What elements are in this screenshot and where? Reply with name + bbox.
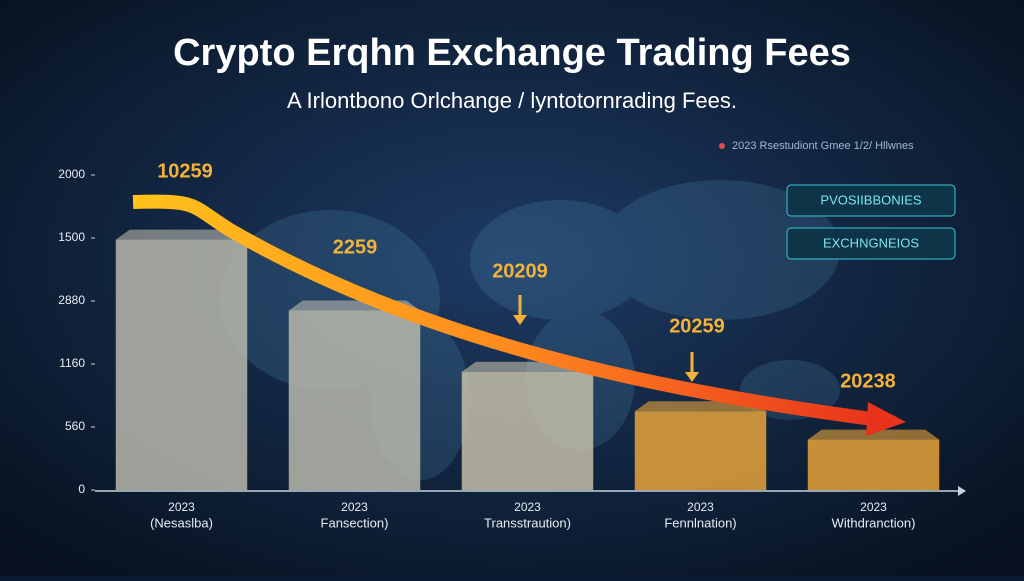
bar <box>807 439 940 490</box>
down-arrowhead <box>685 372 699 382</box>
y-tick-label: 1160 <box>59 356 85 370</box>
y-tick-label: 2880 <box>58 293 85 307</box>
down-arrowhead <box>513 315 527 325</box>
legend-dot <box>719 143 725 149</box>
x-tick-label: 2023 <box>341 500 368 514</box>
chart-subtitle: A Irlontbono Orlchange / lyntotornrading… <box>287 88 737 113</box>
annotation: 20209 <box>492 260 548 282</box>
x-tick-label: 2023 <box>168 500 195 514</box>
x-tick-sublabel: (Nesaslba) <box>150 515 213 530</box>
trend-curve <box>132 194 881 427</box>
y-tick-label: 560 <box>65 419 85 433</box>
button-label[interactable]: PVOSIIBBONIES <box>820 192 921 207</box>
trend-arrowhead <box>866 402 906 436</box>
annotation: 20259 <box>669 315 725 337</box>
x-tick-label: 2023 <box>860 500 887 514</box>
y-tick-label: 2000 <box>58 167 85 181</box>
legend-text: 2023 Rsestudiont Gmee 1/2/ Hllwnes <box>732 140 914 152</box>
x-tick-sublabel: Transstraution) <box>484 515 571 530</box>
x-tick-sublabel: Fennlnation) <box>664 515 736 530</box>
y-tick-label: 0 <box>78 482 85 496</box>
x-tick-label: 2023 <box>687 500 714 514</box>
x-tick-label: 2023 <box>514 500 541 514</box>
button[interactable] <box>786 184 956 217</box>
x-tick-sublabel: Fansection) <box>321 515 389 530</box>
button-label[interactable]: EXCHNGNEIOS <box>823 235 919 250</box>
chart-title: Crypto Erqhn Exchange Trading Fees <box>173 32 851 74</box>
annotation: 2259 <box>333 236 378 258</box>
bar <box>461 371 594 490</box>
bar <box>115 239 248 490</box>
bar <box>634 411 767 490</box>
bar <box>288 310 421 490</box>
annotation: 10259 <box>157 160 213 182</box>
button[interactable] <box>786 227 956 260</box>
annotation: 20238 <box>840 370 896 392</box>
y-tick-label: 1500 <box>58 230 85 244</box>
bar-top <box>115 229 248 240</box>
x-tick-sublabel: Withdranction) <box>832 515 916 530</box>
bar-top <box>807 429 940 440</box>
axis-arrow <box>958 486 966 496</box>
